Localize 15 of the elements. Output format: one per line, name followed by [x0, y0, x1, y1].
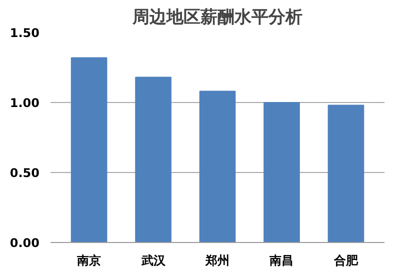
y-tick-label: 0.00: [10, 236, 40, 250]
bar: [264, 102, 300, 242]
chart-title: 周边地区薪酬水平分析: [132, 8, 302, 28]
bar: [135, 76, 172, 242]
bar: [199, 90, 236, 242]
x-tick-label: 武汉: [140, 254, 166, 268]
x-tick-label: 南昌: [268, 254, 294, 268]
x-tick-label: 南京: [76, 254, 102, 268]
bar: [70, 57, 108, 242]
y-tick-label: 1.00: [10, 96, 40, 110]
x-tick-label: 郑州: [204, 254, 230, 268]
y-tick-label: 1.50: [10, 26, 40, 40]
x-tick-label: 合肥: [332, 254, 359, 268]
y-tick-label: 0.50: [10, 166, 40, 180]
bar: [328, 104, 364, 242]
